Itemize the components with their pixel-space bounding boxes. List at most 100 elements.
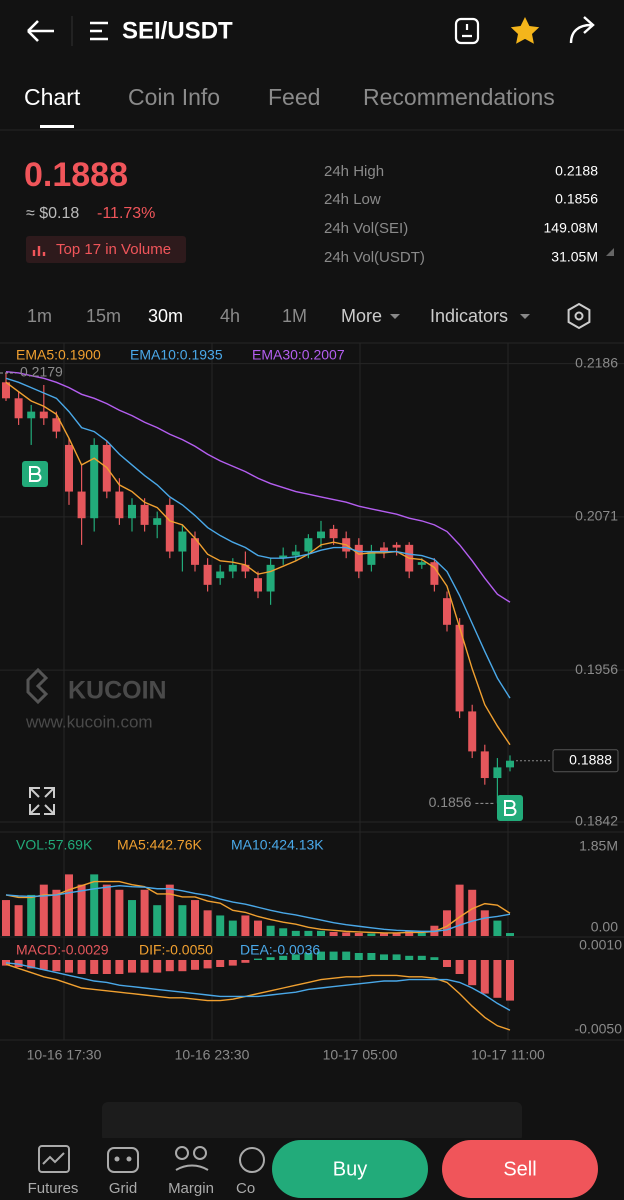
alert-icon[interactable] [454,17,480,45]
pair-title[interactable]: SEI/USDT [122,17,233,44]
macd-bar [392,954,401,960]
candle-body [65,444,73,492]
logo [26,667,49,705]
macd-bar [367,953,376,960]
volume-bar [90,874,99,936]
nav-label[interactable]: Grid [109,1180,137,1197]
fiat-price: ≈ $0.18 [26,205,79,222]
ema-line [5,381,511,746]
volume-bar [291,930,300,936]
macd-bar [342,951,351,960]
candle-body [443,598,451,625]
fullscreen-icon[interactable] [29,787,55,815]
volume-bar [153,905,162,936]
macd-bar [203,960,212,969]
volume-bar [392,933,401,936]
volume-bar [39,884,48,936]
menu-icon[interactable] [90,21,108,41]
candle-body [254,578,262,592]
volume-bar [128,900,136,936]
stat-value: 0.1856 [555,191,598,207]
candle-body [392,544,401,548]
sell-button[interactable] [442,1140,598,1198]
time-label: 10-17 05:00 [323,1047,398,1063]
volume-bar [266,925,275,936]
timeframe[interactable]: 15m [86,306,121,326]
candle-body [304,538,313,552]
macd-bar [304,953,313,960]
candle-body [2,382,10,399]
stat-value: 149.08M [544,220,598,236]
volume-bar [27,894,36,936]
ema-legend: EMA30:0.2007 [252,347,345,363]
candle-body [216,571,225,579]
macd-bar [266,957,275,960]
volume-bar [380,933,388,936]
settings-icon[interactable] [567,302,591,330]
tab[interactable]: Recommendations [363,84,555,110]
sell-label[interactable]: Sell [503,1158,536,1180]
badge[interactable]: Top 17 in Volume [56,241,171,258]
buy-button[interactable] [272,1140,428,1198]
macd-line [5,962,511,1012]
candle-body [468,711,477,752]
back-button[interactable] [27,20,54,42]
macd-tick-label: -0.0050 [575,1021,623,1037]
tab[interactable]: Feed [268,84,320,110]
volume-bar [203,910,212,936]
macd-bar [65,960,73,973]
vol-legend: MA10:424.13K [231,837,324,853]
macd-bar [329,951,338,960]
candle-body [241,564,250,572]
macd-bar [90,960,99,974]
futures-icon[interactable] [38,1145,70,1173]
timeframe[interactable]: 1M [282,306,307,326]
stat-label: 24h High [324,163,384,180]
candle-body [191,538,199,565]
ema-line [5,370,511,603]
candle-body [279,555,288,559]
change: -11.73% [97,205,155,222]
last-price: 0.1888 [24,156,128,194]
vol-legend: VOL:57.69K [16,837,93,853]
macd-bar [228,960,237,966]
low-label: 0.1856 [429,794,472,810]
copy-icon[interactable] [239,1147,265,1173]
nav-label[interactable]: Co [236,1180,255,1197]
macd-bar [443,960,451,967]
macd-bar [455,960,464,974]
more[interactable]: More [341,306,382,326]
volume-bar [367,933,376,936]
volume-bar [191,900,199,936]
tab[interactable]: Coin Info [128,84,220,110]
macd-bar [77,960,86,974]
tab[interactable]: Chart [24,84,81,110]
favorite-icon[interactable] [510,17,540,44]
timeframe[interactable]: 30m [148,306,183,326]
grid-icon[interactable] [107,1147,139,1173]
nav-label[interactable]: Futures [28,1180,79,1197]
volume-bar [405,930,414,936]
buy-marker [497,795,523,821]
candle-body [417,562,426,565]
macd-legend: DIF:-0.0050 [139,942,213,958]
corner-mark [606,248,614,256]
volume-bar [102,884,111,936]
timeframe[interactable]: 4h [220,306,240,326]
macd-bar [291,954,300,960]
badge-bg[interactable] [26,236,186,263]
candle-body [203,564,212,585]
candle-body [480,751,489,779]
volume-bar [455,884,464,936]
buy-label[interactable]: Buy [333,1158,367,1180]
share-icon[interactable] [569,16,595,44]
indicators[interactable]: Indicators [430,306,508,326]
margin-icon[interactable] [175,1146,209,1171]
timeframe[interactable]: 1m [27,306,52,326]
volume-bar [342,932,351,936]
candle-body [178,531,187,552]
nav-label[interactable]: Margin [168,1180,214,1197]
volume-bar [317,930,325,936]
badge-icon [32,246,46,256]
